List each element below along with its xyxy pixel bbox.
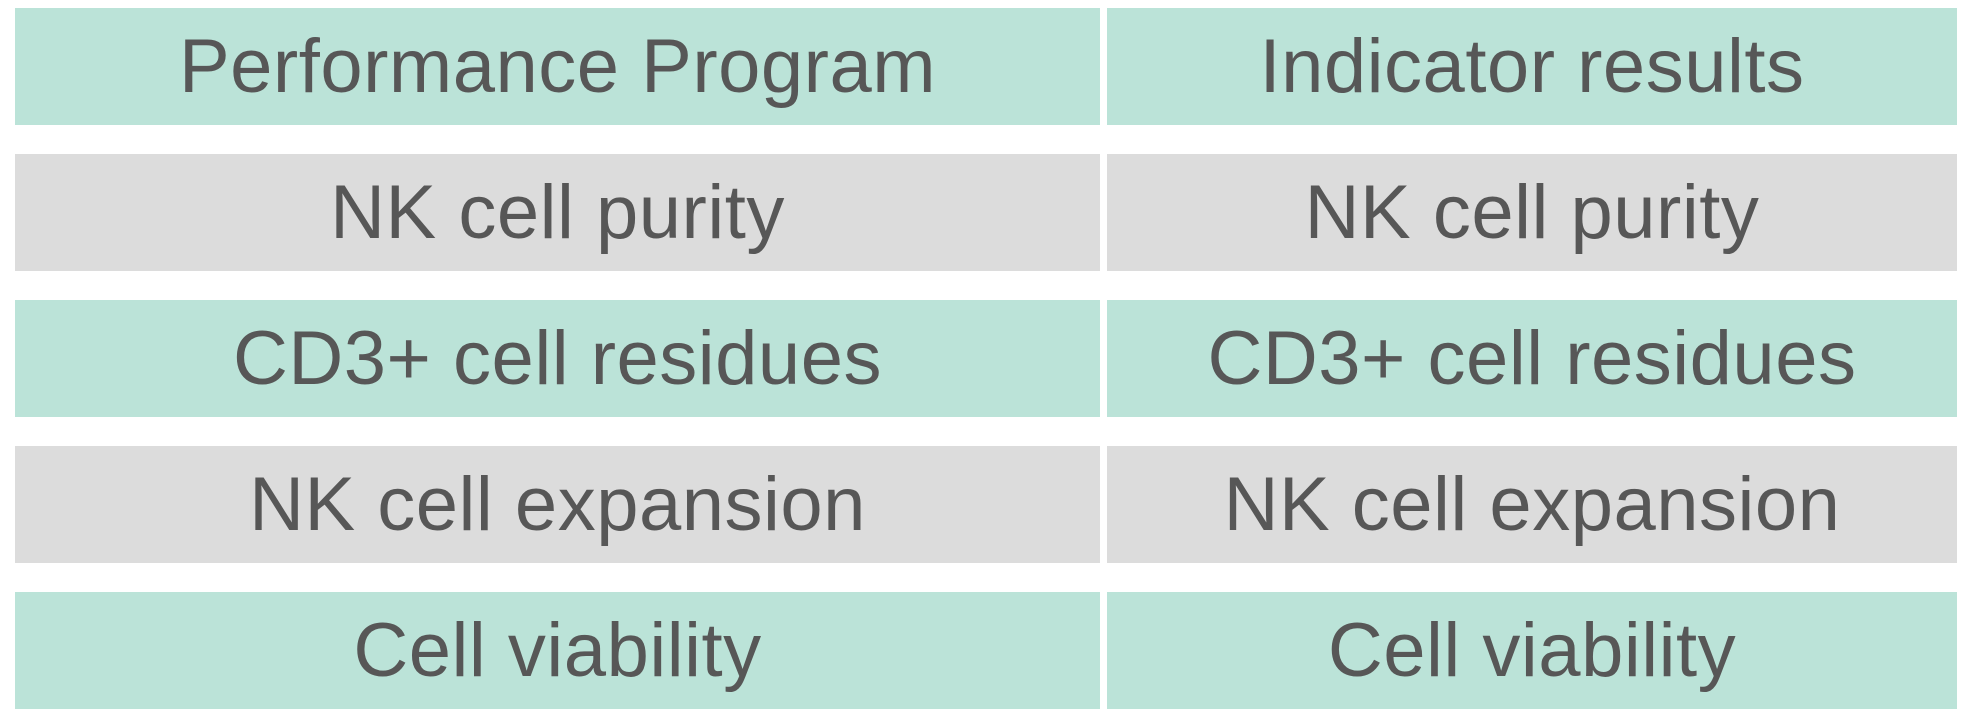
table-cell-program: Cell viability	[15, 592, 1100, 709]
table-cell-program: CD3+ cell residues	[15, 300, 1100, 417]
table-cell-program: NK cell purity	[15, 154, 1100, 271]
table-cell-result: CD3+ cell residues	[1107, 300, 1957, 417]
table-cell-result: NK cell expansion	[1107, 446, 1957, 563]
header-indicator-results: Indicator results	[1107, 8, 1957, 125]
table-cell-program: NK cell expansion	[15, 446, 1100, 563]
table-cell-result: NK cell purity	[1107, 154, 1957, 271]
table-cell-result: Cell viability	[1107, 592, 1957, 709]
header-performance-program: Performance Program	[15, 8, 1100, 125]
